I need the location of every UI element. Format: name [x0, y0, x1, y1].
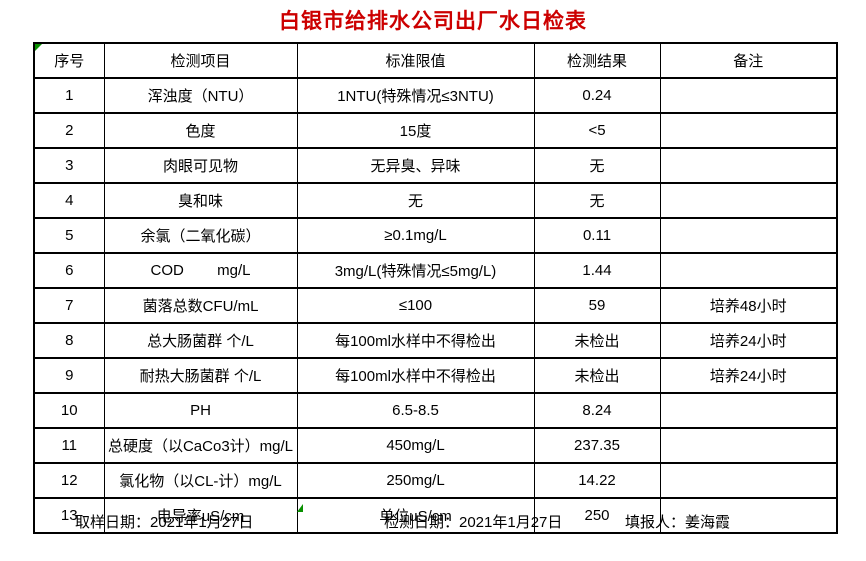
cell-result: 1.44: [533, 252, 661, 289]
cell-note: [659, 427, 838, 464]
footer: 取样日期：2021年1月27日 检测日期：2021年1月27日 填报人：姜海霞: [0, 511, 866, 533]
table-row: 4 臭和味无无: [33, 182, 838, 219]
cell-limit: 250mg/L: [296, 462, 535, 499]
cell-limit: 每100ml水样中不得检出: [296, 322, 535, 359]
header-serial: 序号: [33, 42, 105, 79]
cell-item: 电导率uS/cm: [103, 497, 298, 534]
cell-result: 59: [533, 287, 661, 324]
cell-note: [659, 392, 838, 429]
cell-note: [659, 182, 838, 219]
cell-item: COD mg/L: [103, 252, 298, 289]
table-row: 3 肉眼可见物 无异臭、异味无: [33, 147, 838, 184]
cell-note: [659, 252, 838, 289]
table-row: 9 耐热大肠菌群 个/L 每100ml水样中不得检出 未检出 培养24小时: [33, 357, 838, 394]
cell-limit: 3mg/L(特殊情况≤5mg/L): [296, 252, 535, 289]
cell-limit: 无: [296, 182, 535, 219]
cell-item: 氯化物（以CL-计）mg/L: [103, 462, 298, 499]
table-row: 12 氯化物（以CL-计）mg/L 250mg/L 14.22: [33, 462, 838, 499]
cell-item: 总大肠菌群 个/L: [103, 322, 298, 359]
cell-item: 浑浊度（NTU）: [103, 77, 298, 114]
cell-note: [659, 217, 838, 254]
cell-no: 6: [33, 252, 105, 289]
cell-item: 肉眼可见物: [103, 147, 298, 184]
cell-no: 3: [33, 147, 105, 184]
cell-no: 7: [33, 287, 105, 324]
cell-note: [659, 112, 838, 149]
cell-limit: ≤100: [296, 287, 535, 324]
cell-item: PH: [103, 392, 298, 429]
cell-limit: 1NTU(特殊情况≤3NTU): [296, 77, 535, 114]
cell-note: 培养24小时: [659, 357, 838, 394]
cell-result: 未检出: [533, 357, 661, 394]
cell-no: 12: [33, 462, 105, 499]
cell-note: [659, 77, 838, 114]
cell-result: 无: [533, 182, 661, 219]
cell-limit: 每100ml水样中不得检出: [296, 357, 535, 394]
header-note: 备注: [659, 42, 838, 79]
cell-result: <5: [533, 112, 661, 149]
table-row: 8 总大肠菌群 个/L 每100ml水样中不得检出 未检出 培养24小时: [33, 322, 838, 359]
cell-no: 13: [33, 497, 105, 534]
cell-result: 无: [533, 147, 661, 184]
test-date: 检测日期：2021年1月27日: [384, 514, 563, 531]
table-row: 6 COD mg/L 3mg/L(特殊情况≤5mg/L) 1.44: [33, 252, 838, 289]
sample-date: 取样日期：2021年1月27日: [75, 514, 254, 531]
cell-result: 未检出: [533, 322, 661, 359]
cell-result: 0.11: [533, 217, 661, 254]
excel-green-triangle-bottom-icon: [297, 504, 303, 512]
cell-item: 色度: [103, 112, 298, 149]
header-result: 检测结果: [533, 42, 661, 79]
cell-note: 培养48小时: [659, 287, 838, 324]
cell-item: 耐热大肠菌群 个/L: [103, 357, 298, 394]
cell-note: [659, 497, 838, 534]
cell-note: [659, 147, 838, 184]
cell-item: 臭和味: [103, 182, 298, 219]
reporter: 填报人：姜海霞: [625, 514, 731, 531]
cell-no: 8: [33, 322, 105, 359]
cell-note: [659, 462, 838, 499]
table-row: 10 PH 6.5-8.5 8.24: [33, 392, 838, 429]
cell-item: 菌落总数CFU/mL: [103, 287, 298, 324]
table-row: 2 色度 15度 <5: [33, 112, 838, 149]
inspection-table: 序号 检测项目 标准限值 检测结果 备注 1 浑浊度（NTU） 1NTU(特殊情况≤…: [33, 42, 838, 534]
table-header-row: 序号 检测项目 标准限值 检测结果 备注: [33, 42, 838, 79]
cell-no: 9: [33, 357, 105, 394]
table-row: 1 浑浊度（NTU） 1NTU(特殊情况≤3NTU) 0.24: [33, 77, 838, 114]
cell-limit: 450mg/L: [296, 427, 535, 464]
cell-limit: 单位uS/cm: [296, 497, 535, 534]
table-row: 13 电导率uS/cm 单位uS/cm 250: [33, 497, 838, 534]
cell-limit: 6.5-8.5: [296, 392, 535, 429]
page-title: 白银市给排水公司出厂水日检表: [279, 10, 587, 33]
cell-no: 1: [33, 77, 105, 114]
cell-limit: 无异臭、异味: [296, 147, 535, 184]
cell-no: 4: [33, 182, 105, 219]
cell-no: 2: [33, 112, 105, 149]
cell-limit: 15度: [296, 112, 535, 149]
cell-limit: ≥0.1mg/L: [296, 217, 535, 254]
header-item: 检测项目: [103, 42, 298, 79]
cell-result: 0.24: [533, 77, 661, 114]
cell-item: 总硬度（以CaCo3计）mg/L: [103, 427, 298, 464]
cell-result: 250: [533, 497, 661, 534]
cell-item: 余氯（二氧化碳）: [103, 217, 298, 254]
cell-no: 10: [33, 392, 105, 429]
table-row: 11 总硬度（以CaCo3计）mg/L 450mg/L 237.35: [33, 427, 838, 464]
cell-result: 14.22: [533, 462, 661, 499]
table-body: 1 浑浊度（NTU） 1NTU(特殊情况≤3NTU) 0.24 2 色度 15度 <5 3 肉眼可…: [33, 77, 838, 534]
cell-no: 11: [33, 427, 105, 464]
cell-result: 237.35: [533, 427, 661, 464]
header-limit: 标准限值: [296, 42, 535, 79]
cell-note: 培养24小时: [659, 322, 838, 359]
table-row: 7 菌落总数CFU/mL ≤100 59 培养48小时: [33, 287, 838, 324]
cell-no: 5: [33, 217, 105, 254]
table-row: 5 余氯（二氧化碳） ≥0.1mg/L 0.11: [33, 217, 838, 254]
cell-result: 8.24: [533, 392, 661, 429]
